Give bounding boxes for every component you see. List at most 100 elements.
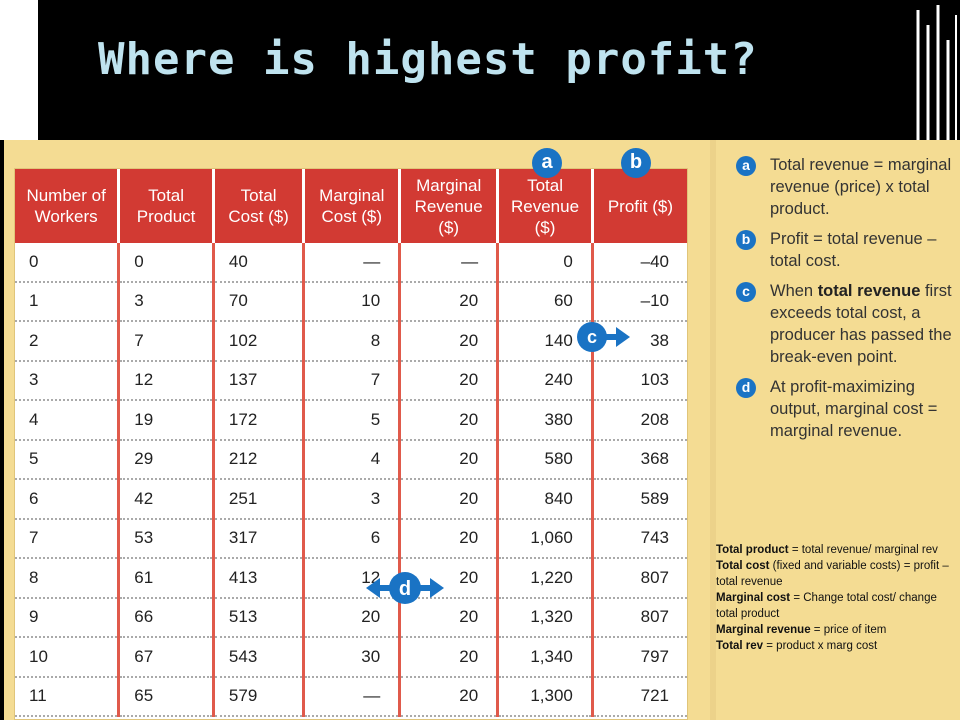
note-d: d At profit-maximizing output, marginal … — [728, 376, 956, 442]
arrow-right-icon: c — [577, 322, 630, 352]
cell-total-cost: 212 — [213, 439, 306, 480]
note-c-post: first exceeds total cost, a producer has… — [770, 282, 952, 366]
table-row: 5 29 212 4 20 580 368 — [15, 439, 687, 480]
cell-marginal-cost: 4 — [303, 439, 402, 480]
cell-total-product: 12 — [118, 360, 215, 401]
cell-workers: 5 — [15, 439, 121, 480]
badge-a: a — [532, 148, 562, 178]
cell-profit: –10 — [592, 281, 687, 322]
note-badge-a: a — [736, 156, 756, 176]
cell-profit: 368 — [592, 439, 687, 480]
cell-profit: 807 — [592, 558, 687, 599]
note-b-text: Profit = total revenue – total cost. — [770, 230, 937, 270]
cell-marginal-revenue: 20 — [399, 597, 500, 638]
table-row: 11 65 579—20 1,300 721 — [15, 676, 687, 717]
header-marginal-revenue: Marginal Revenue ($) — [399, 169, 500, 243]
cell-marginal-revenue: 20 — [399, 400, 500, 441]
marginal-equal-callout: d — [364, 568, 446, 608]
cell-workers: 10 — [15, 637, 121, 678]
table-row: 0 0 40— —0 –40 — [15, 243, 687, 283]
note-c-pre: When — [770, 282, 818, 300]
header-total-cost: Total Cost ($) — [213, 169, 306, 243]
cell-profit: 208 — [592, 400, 687, 441]
cell-total-revenue: 0 — [497, 243, 594, 283]
cell-total-cost: 413 — [213, 558, 306, 599]
cell-marginal-cost: 20 — [303, 597, 402, 638]
table-row: 7 53 317 6 20 1,060 743 — [15, 518, 687, 559]
note-badge-d: d — [736, 378, 756, 398]
cell-profit: 103 — [592, 360, 687, 401]
cell-total-cost: 317 — [213, 518, 306, 559]
cell-marginal-cost: 5 — [303, 400, 402, 441]
cell-marginal-revenue: 20 — [399, 637, 500, 678]
slide-corner-decoration — [0, 0, 38, 140]
note-d-text: At profit-maximizing output, marginal co… — [770, 378, 938, 440]
note-a-text: Total revenue = marginal revenue (price)… — [770, 156, 952, 218]
cell-total-revenue: 380 — [497, 400, 594, 441]
notes-sidebar: a Total revenue = marginal revenue (pric… — [728, 154, 956, 450]
cell-total-cost: 40 — [213, 243, 306, 283]
cell-marginal-revenue: 20 — [399, 360, 500, 401]
cell-workers: 6 — [15, 479, 121, 520]
cell-profit: 807 — [592, 597, 687, 638]
table-row: 1 3 70 10 20 60 –10 — [15, 281, 687, 322]
note-c-bold: total revenue — [817, 282, 921, 300]
cell-total-cost: 102 — [213, 321, 306, 362]
cell-workers: 8 — [15, 558, 121, 599]
table-body: 0 0 40— —0 –40 1 3 70 10 20 60 –10 2 7 102 8 20 140 38 3 12 1… — [15, 243, 687, 717]
cell-total-product: 61 — [118, 558, 215, 599]
header-profit: Profit ($) — [592, 169, 687, 243]
cell-workers: 4 — [15, 400, 121, 441]
header-total-product: Total Product — [118, 169, 215, 243]
cell-marginal-revenue: 20 — [399, 439, 500, 480]
cell-marginal-cost: 7 — [303, 360, 402, 401]
column-divider — [710, 140, 716, 720]
cell-total-revenue: 840 — [497, 479, 594, 520]
definition-total-cost: Total cost (fixed and variable costs) = … — [716, 560, 949, 588]
cell-total-revenue: 1,060 — [497, 518, 594, 559]
cell-workers: 11 — [15, 676, 121, 717]
badge-c: c — [587, 327, 597, 347]
badge-d: d — [399, 578, 411, 600]
cell-marginal-cost: — — [303, 243, 402, 283]
cost-revenue-table: Number of Workers Total Product Total Cost… — [15, 169, 687, 717]
cell-total-product: 67 — [118, 637, 215, 678]
table-row: 10 67 543 30 20 1,340 797 — [15, 637, 687, 678]
cell-marginal-cost: 10 — [303, 281, 402, 322]
header-workers: Number of Workers — [15, 169, 121, 243]
table-row: 4 19 172 5 20 380 208 — [15, 400, 687, 441]
cell-total-revenue: 580 — [497, 439, 594, 480]
cell-workers: 2 — [15, 321, 121, 362]
definitions-box: Total product = total revenue/ marginal … — [716, 542, 956, 654]
cell-marginal-revenue: 20 — [399, 479, 500, 520]
cell-total-product: 3 — [118, 281, 215, 322]
cell-total-cost: 70 — [213, 281, 306, 322]
header-marginal-cost: Marginal Cost ($) — [303, 169, 402, 243]
cell-total-product: 66 — [118, 597, 215, 638]
cell-total-cost: 543 — [213, 637, 306, 678]
table-row: 9 66 513 20 20 1,320 807 — [15, 597, 687, 638]
cell-total-product: 53 — [118, 518, 215, 559]
cell-workers: 3 — [15, 360, 121, 401]
cell-total-revenue: 1,320 — [497, 597, 594, 638]
cell-total-revenue: 1,340 — [497, 637, 594, 678]
cell-workers: 0 — [15, 243, 121, 283]
cell-total-cost: 513 — [213, 597, 306, 638]
table-row: 3 12 137 7 20 240 103 — [15, 360, 687, 401]
note-badge-c: c — [736, 282, 756, 302]
cell-total-product: 65 — [118, 676, 215, 717]
cell-profit: –40 — [592, 243, 687, 283]
content-panel: Number of Workers Total Product Total Cost… — [4, 140, 960, 720]
cell-profit: 797 — [592, 637, 687, 678]
note-b: b Profit = total revenue – total cost. — [728, 228, 956, 272]
table-row: 6 42 251 3 20 840 589 — [15, 479, 687, 520]
cell-total-product: 42 — [118, 479, 215, 520]
slide-edge-decoration — [910, 0, 960, 140]
cell-marginal-revenue: 20 — [399, 281, 500, 322]
note-a: a Total revenue = marginal revenue (pric… — [728, 154, 956, 220]
note-c: c When total revenue first exceeds total… — [728, 280, 956, 368]
note-badge-b: b — [736, 230, 756, 250]
cell-total-revenue: 60 — [497, 281, 594, 322]
definition-total-rev: Total rev = product x marg cost — [716, 640, 878, 652]
cell-total-product: 29 — [118, 439, 215, 480]
